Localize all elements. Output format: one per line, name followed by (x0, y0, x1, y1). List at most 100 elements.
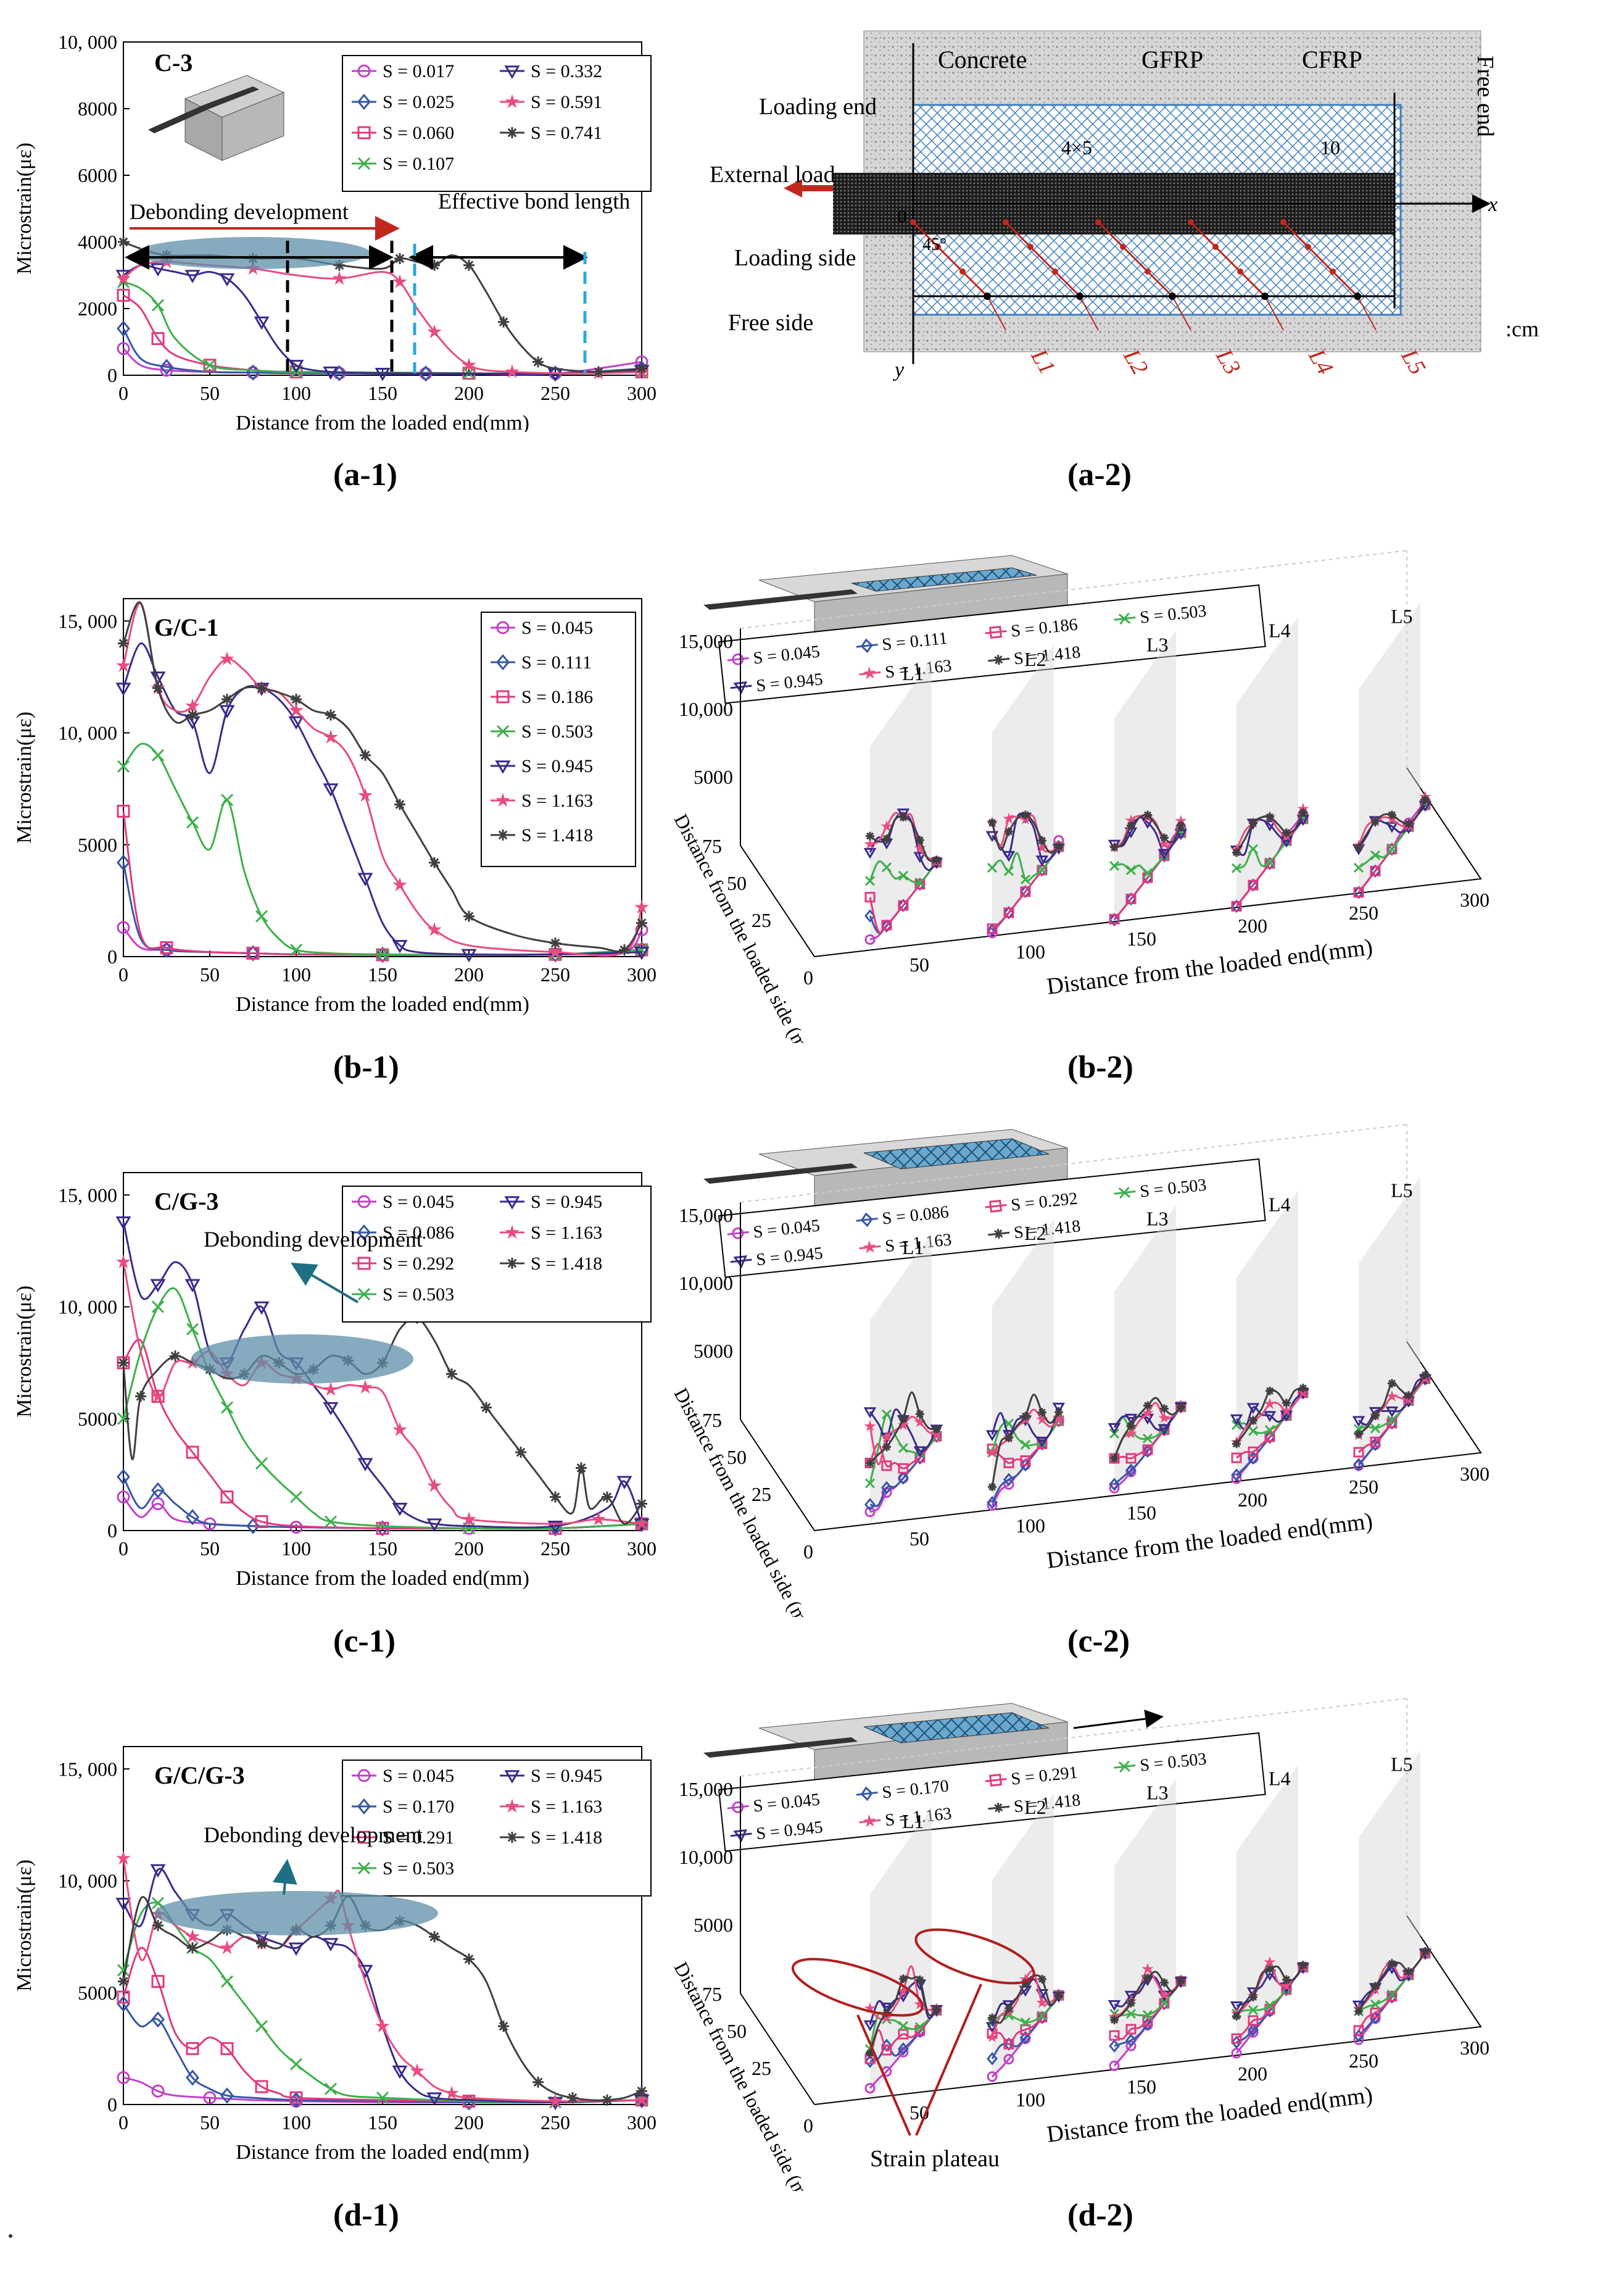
data-point (619, 944, 630, 956)
gauge-line-label-4: L4 (1269, 1194, 1291, 1216)
data-point-3d (1264, 1425, 1275, 1436)
label-x: x (1488, 193, 1498, 216)
x-tick-label: 50 (200, 963, 220, 986)
y-axis-label: Microstrain(με) (13, 143, 36, 275)
data-point-3d (1264, 2000, 1275, 2011)
label-loading-end: Loading end (759, 94, 877, 120)
data-point (170, 1350, 181, 1362)
chart-c1: 0 50 100 150 200 250 300 0 5000 10, 000 15, 000 Dis… (13, 1172, 657, 1590)
data-point (160, 941, 173, 954)
data-point-3d (1108, 2000, 1121, 2011)
data-point-3d (1142, 2016, 1153, 2027)
data-point-3d (1003, 1473, 1014, 1486)
data-point (186, 1445, 199, 1459)
data-point-3d (932, 1424, 941, 1434)
data-point (151, 2084, 165, 2098)
label-free-side: Free side (728, 310, 813, 336)
data-point-3d (897, 1471, 909, 1485)
caption-b1: (b-1) (333, 1050, 399, 1085)
data-point-3d (1370, 1423, 1381, 1434)
x-tick-label: 300 (1460, 889, 1489, 911)
data-point-3d (986, 1446, 998, 1458)
data-point-3d (1110, 2016, 1119, 2025)
legend-entry: S = 1.418 (531, 1253, 602, 1274)
data-point-3d (1248, 879, 1259, 891)
data-point-3d (932, 855, 941, 865)
specimen-label-c1: C/G-3 (154, 1187, 218, 1215)
data-point-3d (1231, 1468, 1242, 1482)
data-point-3d (1126, 821, 1135, 830)
x-tick-label: 250 (541, 963, 570, 986)
y-tick-label: 75 (702, 1983, 722, 2005)
y-tick-label: 50 (727, 872, 747, 894)
data-point (203, 359, 217, 372)
data-point-3d (1002, 850, 1016, 862)
series-3d-line-5 (1113, 1406, 1182, 1431)
z-tick-label: 5000 (694, 1340, 733, 1362)
legend-marker (993, 1229, 1004, 1239)
data-point (187, 709, 198, 721)
chart-b1: 0 50 100 150 200 250 300 0 5000 10, 000 15, 000 Dis… (13, 598, 657, 1016)
data-point (636, 917, 647, 929)
gauge-line-label-5: L5 (1391, 1753, 1413, 1776)
data-point (532, 2076, 544, 2088)
data-point-3d (880, 1431, 893, 1442)
data-point (515, 1447, 526, 1458)
data-point (151, 1975, 165, 1988)
y-axis-label-3d: Distance from the loaded side (mm) (670, 1384, 823, 1617)
legend-marker (505, 94, 520, 109)
legend-entry: S = 0.170 (383, 1797, 454, 1817)
data-point-3d (1003, 812, 1015, 824)
gauge-plane (1114, 1205, 1176, 1496)
series-line-5 (122, 1221, 643, 1529)
data-point-3d (1037, 836, 1046, 845)
data-point-3d (1248, 2005, 1259, 2016)
data-point-3d (1248, 1426, 1259, 1436)
data-point-3d (1370, 2011, 1381, 2024)
data-point-3d (881, 920, 892, 931)
y-tick-label: 10, 000 (58, 722, 117, 744)
data-point-3d (1126, 1421, 1135, 1430)
data-point (220, 1401, 234, 1414)
y-tick-label: 5000 (78, 1408, 117, 1430)
data-point-3d (880, 820, 893, 832)
data-point-3d (1020, 1455, 1031, 1466)
data-point-3d (1231, 1452, 1242, 1463)
legend-marker (357, 1769, 371, 1782)
legend-entry: S = 0.945 (521, 756, 593, 776)
data-point-3d (864, 1506, 876, 1518)
chart-a1: 0 50 100 150 200 250 300 0 2000 4000 6000 8000 10, 0… (13, 31, 657, 432)
data-point-3d (1159, 850, 1170, 862)
data-point-3d (864, 2083, 876, 2094)
data-point (392, 2065, 408, 2079)
data-point (463, 259, 474, 271)
caption-a2: (a-2) (1067, 457, 1132, 492)
data-point (392, 940, 408, 954)
x-tick-label: 150 (1127, 2076, 1156, 2098)
data-point-3d (1142, 868, 1153, 878)
data-point (255, 2080, 268, 2093)
gauge-line-label-2: L2 (1024, 1222, 1046, 1244)
data-point-3d (1248, 1992, 1257, 2001)
data-point-3d (1230, 2001, 1243, 2013)
data-point-3d (987, 923, 998, 934)
data-point-3d (1282, 1398, 1291, 1408)
data-point-3d (864, 2055, 876, 2068)
data-point (636, 1498, 647, 1510)
data-point-3d (898, 1443, 908, 1453)
y-axis-label-3d: Distance from the loaded side (mm) (670, 1958, 823, 2191)
z-tick-label: 15,000 (679, 1778, 733, 1800)
x-axis-label: Distance from the loaded end(mm) (236, 2141, 529, 2164)
legend-marker (732, 653, 744, 665)
data-point-3d (1386, 844, 1398, 855)
data-point-3d (1385, 821, 1399, 833)
legend-marker (1118, 1760, 1131, 1773)
data-point-3d (1264, 858, 1275, 869)
data-point (117, 342, 130, 355)
y-tick-label: 75 (702, 835, 722, 857)
z-tick-label: 5000 (694, 766, 733, 788)
data-point-3d (1020, 874, 1030, 885)
